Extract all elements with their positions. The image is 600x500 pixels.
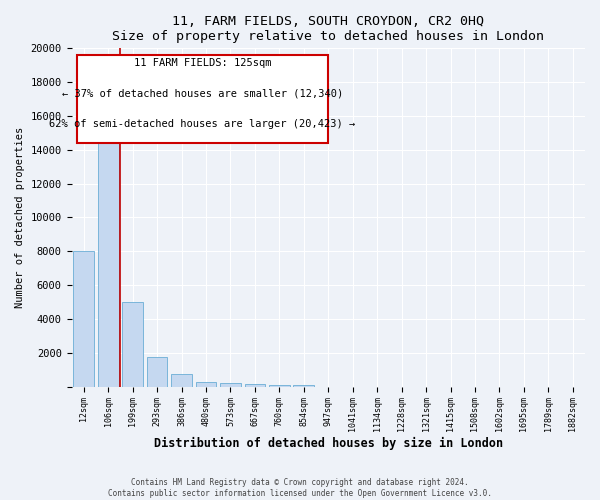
Text: 62% of semi-detached houses are larger (20,423) →: 62% of semi-detached houses are larger (… [49,120,356,130]
Bar [293,385,314,386]
Bar [98,102,119,387]
X-axis label: Distribution of detached houses by size in London: Distribution of detached houses by size … [154,437,503,450]
Bar [73,252,94,386]
Bar [220,383,241,386]
Bar [269,384,290,386]
Text: ← 37% of detached houses are smaller (12,340): ← 37% of detached houses are smaller (12… [62,89,343,99]
Text: Contains HM Land Registry data © Crown copyright and database right 2024.
Contai: Contains HM Land Registry data © Crown c… [108,478,492,498]
FancyBboxPatch shape [77,55,328,143]
Bar [122,302,143,386]
Y-axis label: Number of detached properties: Number of detached properties [15,127,25,308]
Bar [147,357,167,386]
Bar [171,374,192,386]
Bar [196,382,217,386]
Text: 11 FARM FIELDS: 125sqm: 11 FARM FIELDS: 125sqm [134,58,271,68]
Title: 11, FARM FIELDS, SOUTH CROYDON, CR2 0HQ
Size of property relative to detached ho: 11, FARM FIELDS, SOUTH CROYDON, CR2 0HQ … [112,15,544,43]
Bar [245,384,265,386]
